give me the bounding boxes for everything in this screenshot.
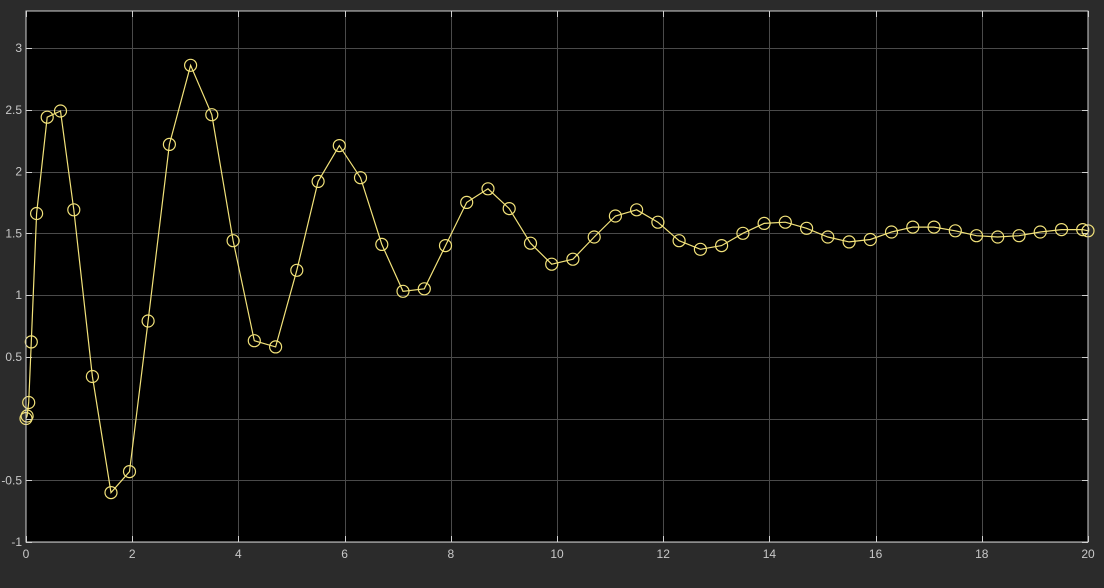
x-tick-label: 6: [341, 547, 348, 561]
data-point-marker: [290, 263, 304, 277]
data-point-marker: [799, 221, 814, 235]
x-tick-label: 8: [447, 547, 454, 561]
data-point-marker: [906, 220, 920, 234]
data-point-marker: [353, 171, 368, 185]
data-point-marker: [141, 314, 155, 328]
data-point-marker: [948, 224, 962, 238]
y-tick-label: 1.5: [5, 226, 22, 240]
y-tick-label: 2.5: [5, 103, 22, 117]
marker-layer: [19, 58, 1095, 500]
data-point-marker: [53, 104, 68, 118]
data-point-marker: [842, 235, 856, 249]
y-tick-label: -1: [11, 535, 22, 549]
x-tick-label: 20: [1081, 547, 1095, 561]
data-point-marker: [714, 239, 729, 253]
x-tick-label: 0: [23, 547, 30, 561]
y-tick-label: -0.5: [1, 473, 22, 487]
data-point-marker: [67, 203, 81, 217]
data-point-marker: [778, 215, 792, 229]
data-point-marker: [545, 257, 559, 271]
data-point-marker: [863, 232, 877, 247]
x-tick-labels: 0 2 4 6 8 10 12 14 16 18 20: [23, 547, 1095, 561]
data-point-marker: [40, 110, 54, 124]
data-point-marker: [460, 195, 474, 209]
data-point-marker: [20, 409, 34, 423]
series-layer: [25, 63, 1089, 494]
grid-layer: [26, 11, 1088, 543]
data-point-marker: [205, 108, 219, 122]
data-point-marker: [269, 340, 283, 354]
data-point-marker: [481, 182, 495, 196]
data-point-marker: [757, 216, 771, 230]
data-point-marker: [22, 395, 36, 410]
y-tick-label: 2: [15, 165, 22, 179]
data-point-marker: [162, 137, 176, 151]
data-point-marker: [104, 486, 118, 500]
data-point-marker: [1012, 229, 1026, 243]
data-point-marker: [693, 242, 708, 256]
y-tick-label: 0.5: [5, 350, 22, 364]
data-point-marker: [29, 206, 44, 221]
data-point-marker: [184, 58, 198, 72]
x-tick-label: 2: [129, 547, 136, 561]
data-point-marker: [375, 237, 389, 251]
data-point-marker: [672, 234, 686, 248]
data-point-marker: [736, 226, 750, 240]
data-point-marker: [1054, 223, 1069, 237]
data-point-marker: [523, 236, 538, 250]
data-point-marker: [396, 284, 410, 298]
series-line: [25, 63, 1089, 494]
data-point-marker: [247, 334, 261, 348]
data-point-marker: [566, 252, 580, 266]
x-tick-label: 10: [550, 547, 564, 561]
x-tick-label: 4: [235, 547, 242, 561]
data-point-marker: [927, 220, 941, 234]
y-tick-label: 1: [15, 288, 22, 302]
data-point-marker: [332, 139, 346, 153]
y-tick-label: 3: [15, 41, 22, 55]
data-point-marker: [417, 282, 431, 296]
x-tick-label: 18: [975, 547, 989, 561]
data-point-marker: [884, 225, 899, 239]
data-point-marker: [608, 209, 623, 223]
data-point-marker: [502, 202, 516, 216]
data-point-marker: [651, 215, 665, 229]
data-point-marker: [85, 369, 100, 384]
x-tick-label: 16: [869, 547, 883, 561]
x-tick-label: 14: [763, 547, 777, 561]
data-point-marker: [991, 230, 1005, 244]
data-point-marker: [821, 230, 835, 244]
data-point-marker: [1076, 223, 1090, 237]
data-point-marker: [629, 203, 644, 217]
data-point-marker: [969, 229, 984, 243]
data-point-marker: [122, 465, 137, 479]
data-point-marker: [311, 174, 325, 188]
plot-frame: [25, 10, 1089, 543]
data-point-marker: [226, 234, 240, 248]
data-point-marker: [1033, 225, 1047, 239]
data-point-marker: [24, 335, 38, 349]
y-tick-labels: -1 -0.5 0.5 1 1.5 2 2.5 3: [1, 41, 22, 549]
data-point-marker: [587, 230, 601, 244]
x-tick-label: 12: [657, 547, 671, 561]
data-point-marker: [438, 239, 453, 253]
